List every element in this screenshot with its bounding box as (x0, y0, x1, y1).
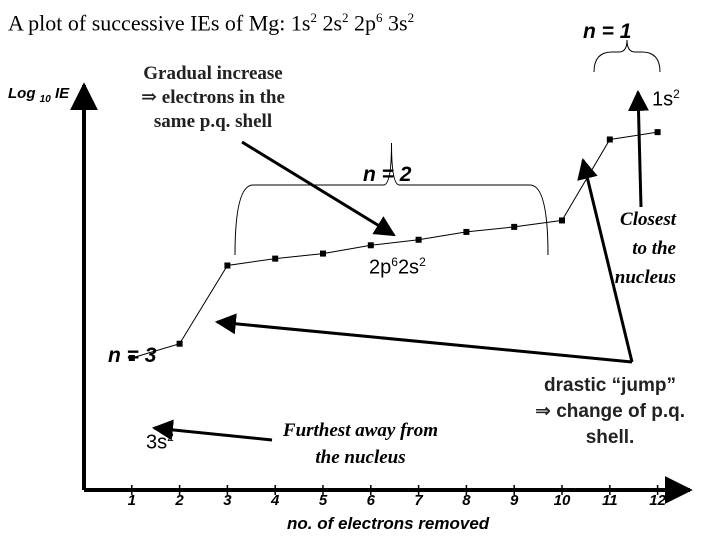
x-tick-label: 9 (510, 492, 519, 509)
x-tick-label: 10 (554, 492, 571, 509)
label-1s2: 1s2 (652, 87, 680, 111)
data-point (224, 262, 231, 269)
arrow-jump-to-11 (577, 157, 634, 363)
x-tick-label: 11 (602, 492, 618, 509)
x-tick-label: 8 (462, 492, 471, 509)
data-point (320, 250, 326, 257)
page-title: A plot of successive IEs of Mg: 1s2 2s2 … (8, 10, 415, 36)
label-n2: n = 2 (363, 163, 412, 186)
data-point (128, 354, 135, 361)
data-point (511, 223, 518, 230)
brace-n1 (593, 39, 661, 73)
label-2p6-2s2: 2p62s2 (369, 255, 426, 279)
annotation-furthest: Furthest away from the nucleus (282, 420, 439, 468)
x-axis-label: no. of electrons removed (287, 514, 490, 533)
label-n1: n = 1 (583, 20, 632, 43)
x-tick-label: 7 (414, 492, 423, 509)
brace-n2 (234, 142, 549, 256)
arrow-closest (627, 89, 649, 208)
data-point (272, 255, 279, 262)
x-tick-label: 2 (174, 492, 184, 509)
x-tick-label: 6 (367, 492, 376, 509)
annotation-closest: Closest to the nucleus (614, 209, 676, 288)
annotation-drastic-jump: drastic “jump” ⇒ change of p.q. shell. (535, 375, 685, 448)
data-point (176, 340, 183, 347)
x-tick-label: 1 (128, 492, 136, 509)
x-tick-label: 5 (319, 492, 328, 509)
arrow-jump-to-3 (214, 313, 633, 364)
data-point (367, 242, 374, 249)
arrow-gradual-increase (241, 140, 396, 237)
x-tick-label: 4 (270, 492, 280, 509)
series-line (131, 131, 658, 359)
arrow-furthest (151, 419, 273, 442)
y-axis-label: Log 10 IE (8, 85, 70, 105)
data-point (606, 136, 613, 143)
annotation-gradual-increase: Gradual increase ⇒ electrons in the same… (141, 63, 285, 132)
x-tick-label: 12 (649, 492, 666, 509)
data-point (654, 129, 661, 136)
x-tick-label: 3 (223, 492, 232, 509)
data-point (415, 236, 422, 243)
data-point (559, 217, 565, 224)
data-point (463, 228, 470, 235)
